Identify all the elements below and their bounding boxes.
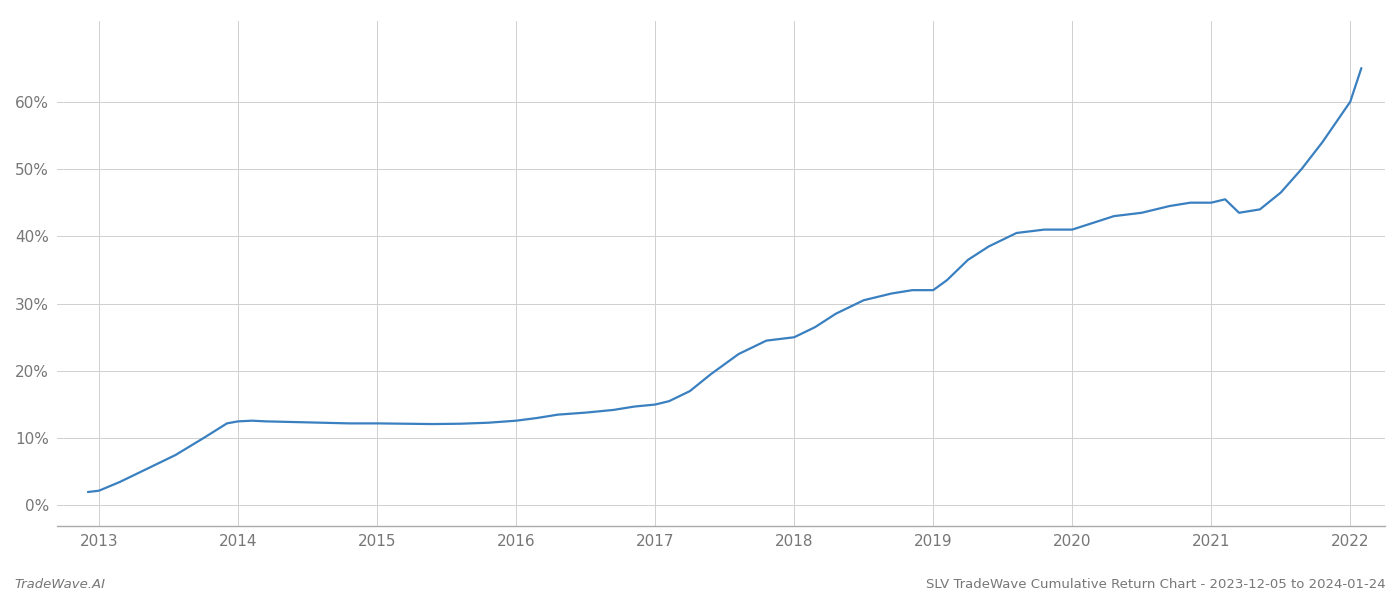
- Text: SLV TradeWave Cumulative Return Chart - 2023-12-05 to 2024-01-24: SLV TradeWave Cumulative Return Chart - …: [927, 578, 1386, 591]
- Text: TradeWave.AI: TradeWave.AI: [14, 578, 105, 591]
